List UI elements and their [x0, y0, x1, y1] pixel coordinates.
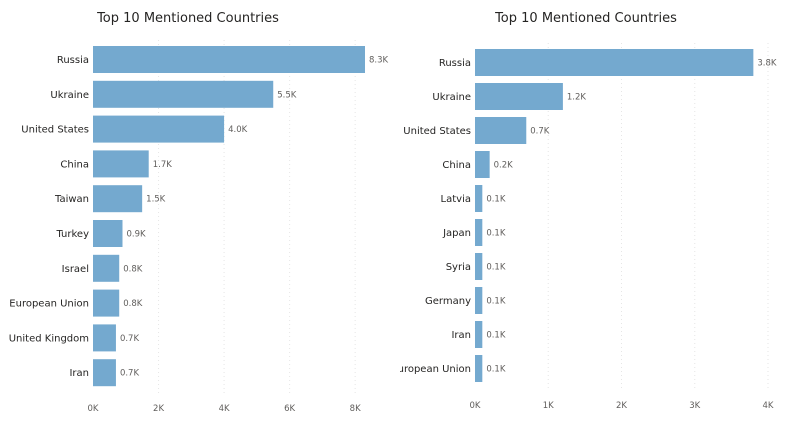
value-label: 0.8K — [123, 264, 143, 274]
category-label: China — [60, 159, 89, 170]
value-label: 0.1K — [486, 331, 506, 341]
bar — [93, 220, 123, 247]
value-label: 0.7K — [530, 127, 550, 137]
bar — [475, 321, 483, 348]
x-tick-label: 3K — [689, 401, 700, 411]
category-label: Germany — [425, 296, 471, 307]
bar — [93, 46, 365, 73]
value-label: 0.8K — [123, 299, 143, 309]
bar — [475, 219, 483, 246]
x-tick-label: 0K — [470, 401, 481, 411]
value-label: 0.1K — [486, 365, 506, 375]
bar — [93, 254, 120, 282]
bar — [93, 150, 149, 178]
value-label: 0.1K — [486, 195, 506, 205]
value-label: 0.7K — [120, 334, 140, 344]
value-label: 0.1K — [486, 263, 506, 273]
bar — [475, 117, 527, 144]
x-tick-label: 2K — [153, 404, 164, 414]
category-label: Ukraine — [50, 90, 89, 101]
value-label: 0.1K — [486, 229, 506, 239]
category-label: Syria — [446, 262, 471, 273]
bar-chart-right: 0K 1K 2K 3K 4K Russia 3.8K Ukraine 1.2K United St… — [400, 43, 777, 411]
bar — [93, 359, 116, 387]
bar — [475, 185, 483, 212]
bar-chart-left: 0K 2K 4K 6K 8K Russia 8.3K Ukraine 5.5K United St… — [9, 40, 389, 414]
value-label: 1.2K — [567, 93, 587, 103]
value-label: 3.8K — [757, 59, 777, 69]
category-label: Turkey — [55, 229, 89, 240]
value-label: 5.5K — [277, 90, 297, 100]
value-label: 8.3K — [369, 56, 389, 66]
bar — [475, 355, 483, 382]
value-label: 0.2K — [494, 161, 514, 171]
category-label: Russia — [57, 55, 89, 66]
x-tick-label: 6K — [284, 404, 295, 414]
category-label: United States — [403, 126, 471, 137]
category-label: Latvia — [441, 194, 471, 205]
bar — [93, 324, 116, 352]
chart-panel-right: Top 10 Mentioned Countries 0K 1K 2K 3K 4K Rus… — [400, 0, 800, 427]
bar — [475, 83, 563, 110]
bar — [93, 289, 120, 317]
x-tick-label: 0K — [88, 404, 99, 414]
x-tick-label: 4K — [219, 404, 230, 414]
bar — [93, 80, 274, 108]
bar — [475, 151, 490, 178]
category-label: United Kingdom — [9, 333, 89, 344]
bar — [475, 49, 754, 76]
category-label: China — [442, 160, 471, 171]
x-tick-label: 1K — [543, 401, 554, 411]
x-tick-label: 4K — [763, 401, 774, 411]
category-label: Taiwan — [54, 194, 89, 205]
bar — [475, 253, 483, 280]
x-tick-label: 2K — [616, 401, 627, 411]
category-label: Iran — [69, 368, 89, 379]
category-label: Iran — [451, 330, 471, 341]
value-label: 0.9K — [126, 230, 146, 240]
value-label: 0.1K — [486, 297, 506, 307]
category-label: Japan — [442, 228, 471, 239]
category-label: Israel — [62, 264, 89, 275]
x-tick-label: 8K — [350, 404, 361, 414]
value-label: 4.0K — [228, 125, 248, 135]
chart-panel-left: Top 10 Mentioned Countries 0K 2K 4K 6K 8K Rus… — [9, 11, 389, 414]
bar — [93, 115, 225, 143]
category-label: European Union — [400, 364, 471, 375]
category-label: European Union — [9, 299, 89, 310]
chart-title: Top 10 Mentioned Countries — [495, 11, 677, 26]
bar — [93, 185, 143, 213]
category-label: United States — [21, 125, 89, 136]
category-label: Russia — [439, 58, 471, 69]
bar — [475, 287, 483, 314]
value-label: 1.5K — [146, 195, 166, 205]
value-label: 0.7K — [120, 369, 140, 379]
value-label: 1.7K — [153, 160, 173, 170]
chart-title: Top 10 Mentioned Countries — [97, 11, 279, 26]
category-label: Ukraine — [432, 92, 471, 103]
